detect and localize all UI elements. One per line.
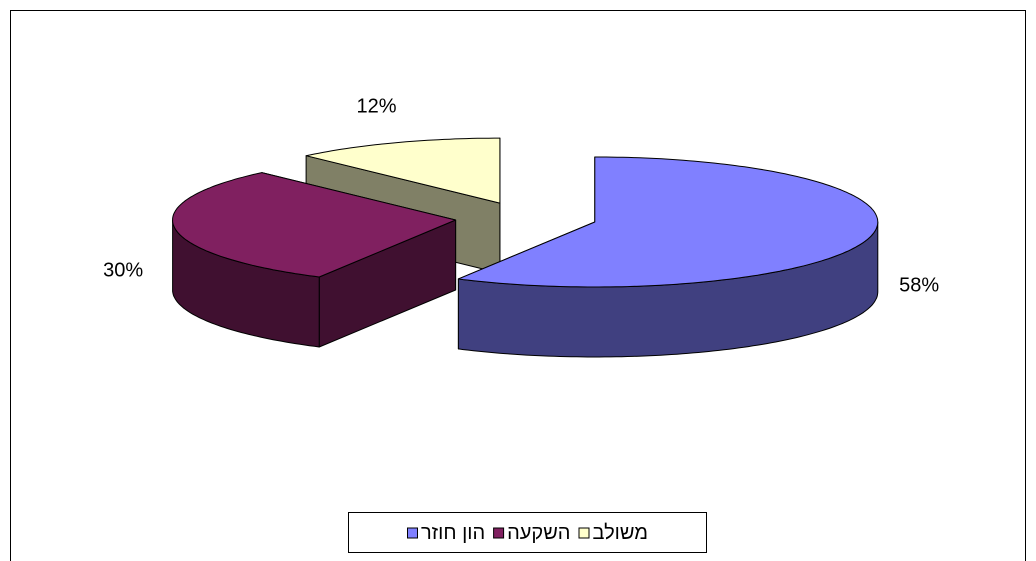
legend-label: הון חוזר <box>421 522 485 544</box>
legend-swatch <box>493 527 505 539</box>
data-label: 12% <box>356 96 396 118</box>
legend-swatch <box>407 527 418 539</box>
slice-top <box>457 156 879 288</box>
slice-top <box>305 137 501 204</box>
data-label: 58% <box>899 274 939 296</box>
legend-label: משולב <box>593 522 649 544</box>
legend-swatch <box>578 527 590 539</box>
chart-frame <box>10 10 1026 561</box>
plot-area: 58% 30% 12% <box>103 96 939 358</box>
slice-top <box>172 172 457 278</box>
legend: הון חוזר השקעה משולב <box>348 512 707 553</box>
legend-label: השקעה <box>507 522 570 544</box>
data-label: 30% <box>103 260 143 282</box>
